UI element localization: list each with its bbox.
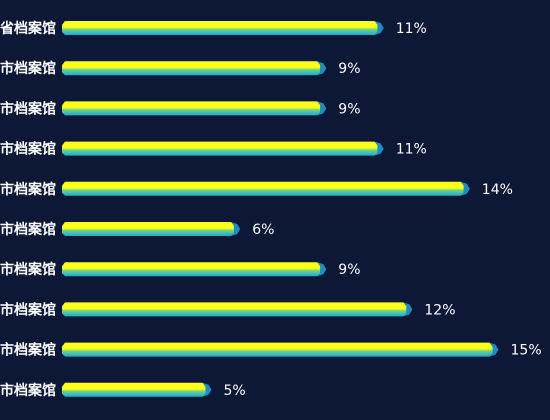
bars-group: 省档案馆 11% 市档案馆 9% 市档案馆 9% 市档案馆 11% 市档案馆 14% 市档案馆 6% 市…: [0, 20, 542, 399]
value-label: 11%: [396, 142, 427, 158]
bar: [62, 302, 407, 317]
bar: [62, 181, 464, 196]
value-label: 9%: [338, 262, 360, 278]
category-label: 省档案馆: [0, 20, 56, 37]
value-label: 9%: [338, 101, 360, 117]
category-label: 市档案馆: [0, 342, 56, 359]
bar-end-cap: [231, 222, 241, 236]
bar: [62, 141, 378, 156]
value-label: 5%: [224, 383, 246, 399]
bar-end-cap: [317, 262, 327, 277]
bar-end-cap: [317, 101, 327, 116]
bar: [62, 21, 378, 35]
bar: [62, 222, 235, 236]
category-label: 市档案馆: [0, 60, 56, 77]
bar-end-cap: [374, 141, 384, 156]
bar: [62, 342, 493, 357]
bar-end-cap: [202, 382, 212, 397]
bar-end-cap: [489, 342, 499, 357]
bar-end-cap: [460, 181, 470, 196]
value-label: 11%: [396, 21, 427, 37]
category-label: 市档案馆: [0, 181, 56, 198]
bar-end-cap: [403, 302, 413, 317]
bar: [62, 61, 321, 76]
bar: [62, 101, 321, 116]
bar-end-cap: [317, 61, 327, 76]
value-label: 15%: [511, 343, 542, 359]
bar-end-cap: [374, 21, 384, 35]
value-label: 6%: [252, 222, 274, 238]
category-label: 市档案馆: [0, 301, 56, 318]
value-label: 12%: [424, 302, 455, 318]
category-label: 市档案馆: [0, 382, 56, 399]
bar: [62, 262, 321, 277]
category-label: 市档案馆: [0, 141, 56, 158]
category-label: 市档案馆: [0, 100, 56, 117]
value-label: 9%: [338, 61, 360, 77]
category-label: 市档案馆: [0, 221, 56, 238]
value-label: 14%: [482, 182, 513, 198]
bar: [62, 382, 206, 397]
category-label: 市档案馆: [0, 261, 56, 278]
